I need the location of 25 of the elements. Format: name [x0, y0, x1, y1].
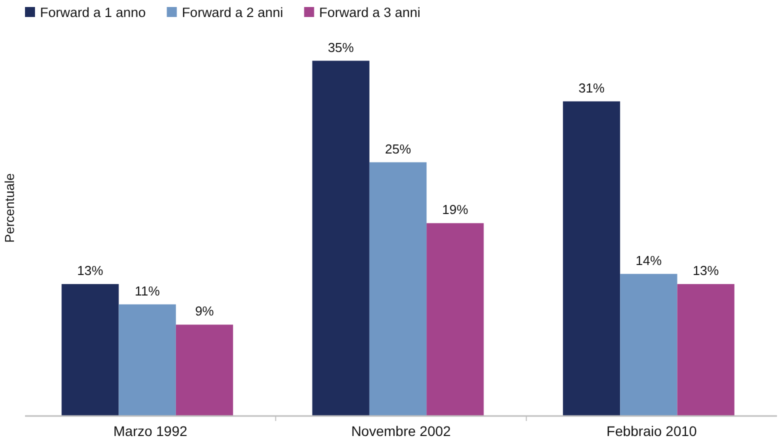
bar: [677, 284, 734, 416]
data-label: 14%: [636, 252, 662, 268]
data-label: 35%: [328, 40, 354, 55]
bar: [62, 284, 119, 416]
bar: [562, 101, 620, 416]
bar: [176, 324, 234, 416]
data-label: 19%: [442, 202, 469, 218]
legend-label: Forward a 1 anno: [40, 5, 146, 20]
bar: [312, 60, 370, 416]
bar: [426, 223, 484, 416]
data-label: 13%: [692, 263, 720, 278]
bar: [620, 274, 678, 416]
legend-label: Forward a 2 anni: [182, 5, 284, 20]
x-tick-label: Marzo 1992: [113, 422, 188, 439]
x-tick-label: Novembre 2002: [351, 422, 452, 439]
data-label: 31%: [578, 80, 605, 96]
data-label: 25%: [384, 141, 412, 156]
data-label: 13%: [77, 263, 104, 278]
data-label: 11%: [134, 283, 160, 298]
bar: [369, 162, 427, 416]
bar: [118, 304, 176, 416]
y-axis-title: Percentuale: [2, 173, 17, 243]
legend-label: Forward a 3 anni: [319, 5, 420, 20]
x-tick-label: Febbraio 2010: [606, 422, 698, 439]
data-label: 9%: [195, 304, 214, 319]
